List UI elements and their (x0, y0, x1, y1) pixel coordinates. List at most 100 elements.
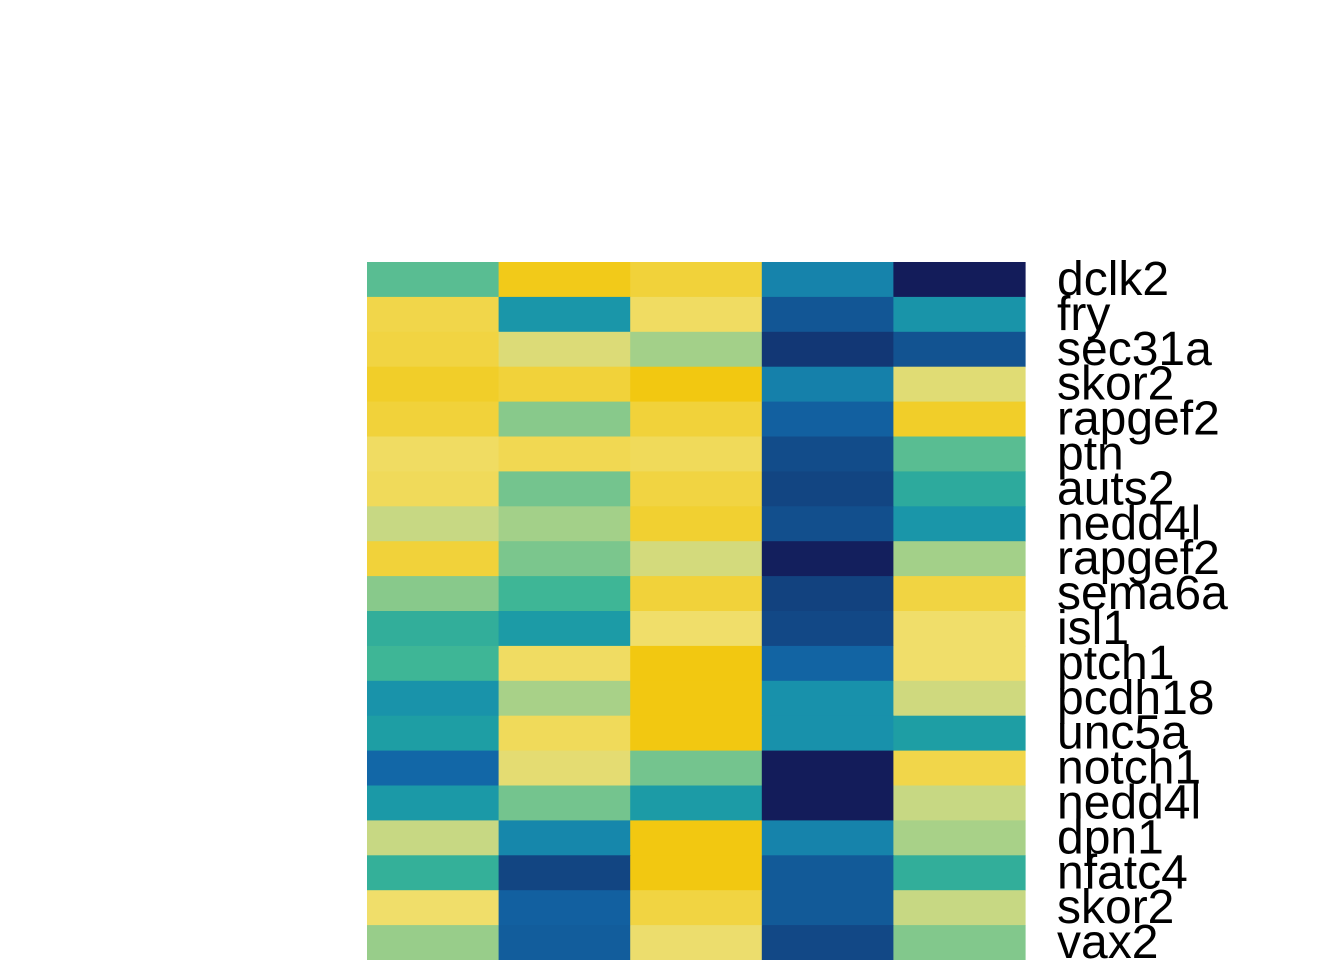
heatmap-cell (761, 541, 894, 577)
heatmap-cell (498, 680, 631, 717)
row-label: isl1 (1057, 602, 1129, 655)
heatmap-cell (761, 855, 894, 891)
heatmap-cell (893, 820, 1026, 856)
heatmap-cell (498, 471, 631, 507)
heatmap-cell (367, 785, 500, 821)
heatmap-cell (498, 925, 631, 960)
heatmap-cell (893, 366, 1026, 403)
heatmap-cell (630, 715, 763, 752)
heatmap-cell (761, 925, 894, 960)
heatmap-cell (367, 262, 500, 298)
row-label: nedd4l (1057, 497, 1201, 550)
heatmap-cell (761, 645, 894, 682)
heatmap-cell (893, 576, 1026, 612)
heatmap-cell (761, 401, 894, 438)
row-label: vax2 (1057, 916, 1158, 960)
heatmap-cell (893, 785, 1026, 821)
heatmap-cell (630, 785, 763, 821)
heatmap-cell (367, 541, 500, 577)
heatmap-cell (893, 436, 1026, 472)
heatmap-cell (761, 890, 894, 926)
heatmap-cell (630, 331, 763, 368)
heatmap-cell (761, 366, 894, 403)
heatmap-cell (761, 785, 894, 821)
heatmap-cell (498, 506, 631, 542)
heatmap-cell (893, 645, 1026, 682)
heatmap-cell (498, 820, 631, 856)
row-label: ptch1 (1057, 637, 1174, 690)
row-label: skor2 (1057, 358, 1174, 411)
heatmap-cell (630, 506, 763, 542)
heatmap-cell (630, 541, 763, 577)
heatmap-cell (630, 645, 763, 682)
heatmap-cell (893, 925, 1026, 960)
heatmap-cell (761, 750, 894, 787)
row-label: sec31a (1057, 323, 1212, 376)
heatmap-cell (498, 645, 631, 682)
heatmap-cell (498, 890, 631, 926)
row-label: notch1 (1057, 742, 1201, 795)
heatmap-cell (630, 262, 763, 298)
row-label: pcdh18 (1057, 672, 1214, 725)
heatmap-cell (498, 436, 631, 472)
heatmap-cell (367, 296, 500, 333)
heatmap-cell (893, 680, 1026, 717)
row-label: unc5a (1057, 707, 1188, 760)
heatmap-cell (761, 576, 894, 612)
heatmap-cell (761, 262, 894, 298)
heatmap-cell (893, 331, 1026, 368)
row-labels: dclk2frysec31askor2rapgef2ptnauts2nedd4l… (1057, 253, 1228, 960)
heatmap-cell (630, 366, 763, 403)
heatmap-cell (367, 506, 500, 542)
heatmap-cell (498, 541, 631, 577)
heatmap-cell (498, 296, 631, 333)
row-label: rapgef2 (1057, 393, 1220, 446)
heatmap-cell (498, 611, 631, 647)
heatmap-cell (893, 855, 1026, 891)
heatmap-cell (498, 785, 631, 821)
heatmap-cell (630, 855, 763, 891)
heatmap-cell (367, 401, 500, 438)
heatmap-cell (761, 611, 894, 647)
heatmap-cell (630, 750, 763, 787)
heatmap-cell (893, 541, 1026, 577)
heatmap-cell (761, 715, 894, 752)
row-label: rapgef2 (1057, 532, 1220, 585)
heatmap-cell (761, 296, 894, 333)
heatmap-cell (630, 611, 763, 647)
row-label: nfatc4 (1057, 846, 1188, 899)
heatmap-cell (893, 715, 1026, 752)
heatmap-cell (630, 680, 763, 717)
heatmap-cell (893, 890, 1026, 926)
heatmap-cell (893, 401, 1026, 438)
heatmap-cell (367, 855, 500, 891)
heatmap-cell (498, 262, 631, 298)
heatmap-cell (367, 820, 500, 856)
heatmap-cell (498, 401, 631, 438)
heatmap-cell (893, 611, 1026, 647)
heatmap-cell (367, 611, 500, 647)
heatmap-cell (893, 750, 1026, 787)
heatmap-cell (630, 925, 763, 960)
heatmap-cell (498, 715, 631, 752)
heatmap-cell (367, 471, 500, 507)
heatmap-cells (367, 262, 1026, 960)
row-label: ptn (1057, 427, 1124, 480)
heatmap-cell (367, 331, 500, 368)
heatmap-cell (630, 436, 763, 472)
heatmap-cell (498, 855, 631, 891)
row-label: auts2 (1057, 462, 1174, 515)
heatmap-cell (367, 576, 500, 612)
heatmap-cell (761, 331, 894, 368)
row-label: dpn1 (1057, 811, 1164, 864)
heatmap-cell (893, 262, 1026, 298)
heatmap-cell (893, 471, 1026, 507)
heatmap-cell (498, 576, 631, 612)
heatmap-cell (498, 366, 631, 403)
row-label: fry (1057, 288, 1110, 341)
heatmap-cell (761, 820, 894, 856)
heatmap-cell (893, 296, 1026, 333)
heatmap-cell (761, 680, 894, 717)
heatmap-cell (367, 925, 500, 960)
heatmap-cell (367, 645, 500, 682)
